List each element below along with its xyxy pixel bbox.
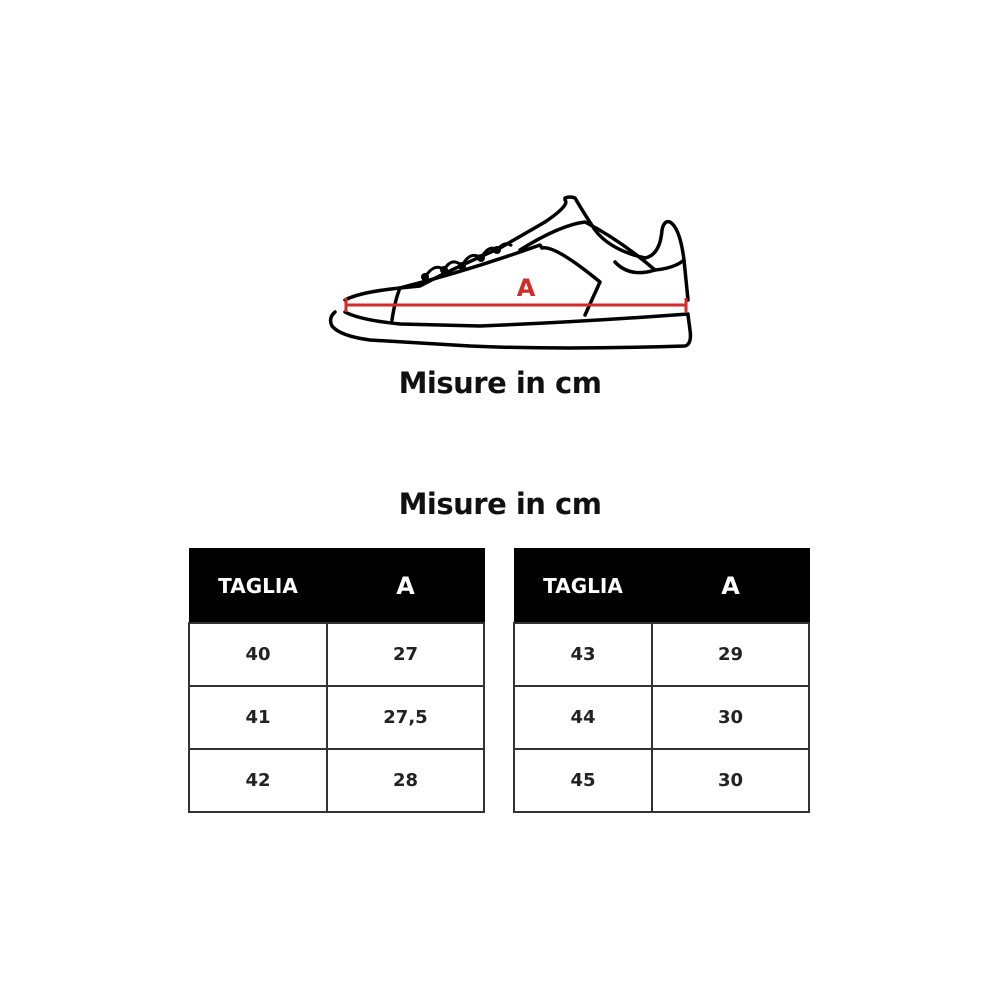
- size-cell: 41: [188, 685, 328, 750]
- header-taglia: TAGLIA: [188, 548, 328, 624]
- table-row: 44 30: [513, 685, 810, 750]
- diagram-caption: Misure in cm: [398, 366, 602, 400]
- laces-icon: [423, 242, 513, 278]
- table-title: Misure in cm: [398, 487, 602, 521]
- header-a: A: [326, 548, 485, 624]
- table-header-row: TAGLIA A: [513, 548, 810, 624]
- measure-label-a: A: [517, 274, 536, 302]
- header-a: A: [651, 548, 810, 624]
- measure-cell: 30: [651, 685, 810, 750]
- table-row: 43 29: [513, 622, 810, 687]
- sneaker-illustration: A: [328, 195, 693, 350]
- measure-cell: 27,5: [326, 685, 485, 750]
- shoe-sole-line: [343, 310, 690, 328]
- table-row: 40 27: [188, 622, 485, 687]
- size-cell: 45: [513, 748, 653, 813]
- size-cell: 44: [513, 685, 653, 750]
- measure-cell: 29: [651, 622, 810, 687]
- shoe-sole: [328, 310, 693, 350]
- measure-cell: 30: [651, 748, 810, 813]
- measure-line-a: [344, 298, 688, 312]
- header-taglia: TAGLIA: [513, 548, 653, 624]
- measure-cell: 27: [326, 622, 485, 687]
- table-row: 42 28: [188, 748, 485, 813]
- size-table-left: TAGLIA A 40 27 41 27,5 42 28: [188, 548, 485, 813]
- size-cell: 42: [188, 748, 328, 813]
- size-table-right: TAGLIA A 43 29 44 30 45 30: [513, 548, 810, 813]
- table-header-row: TAGLIA A: [188, 548, 485, 624]
- table-row: 41 27,5: [188, 685, 485, 750]
- size-cell: 43: [513, 622, 653, 687]
- table-row: 45 30: [513, 748, 810, 813]
- size-cell: 40: [188, 622, 328, 687]
- measure-cell: 28: [326, 748, 485, 813]
